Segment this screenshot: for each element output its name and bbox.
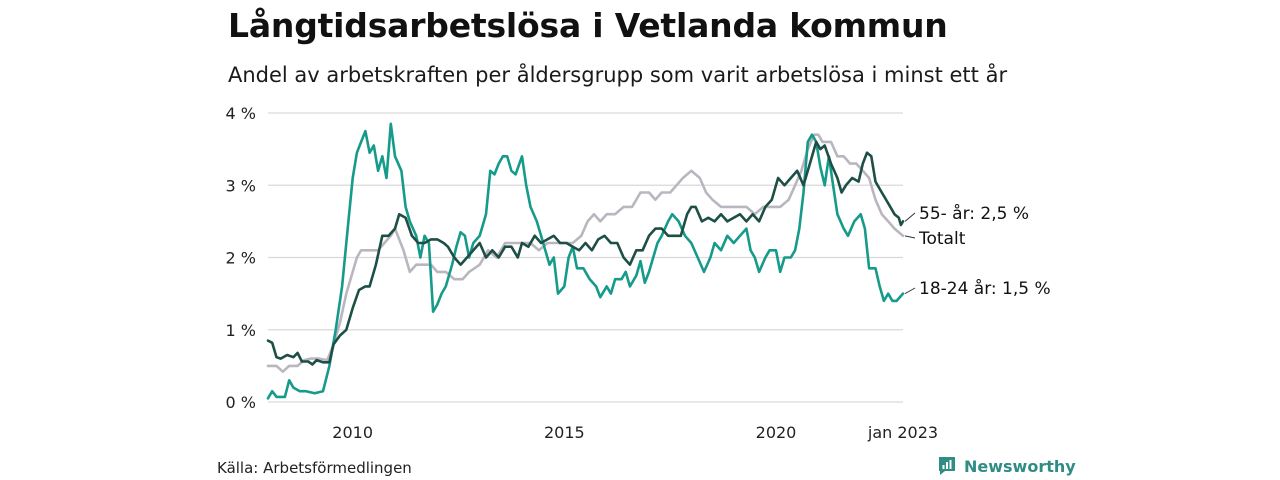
x-tick-label: 2020	[756, 423, 797, 442]
x-tick-label: 2015	[544, 423, 585, 442]
y-tick-label: 2 %	[226, 249, 256, 268]
brand-logo[interactable]: Newsworthy	[937, 456, 1076, 476]
y-tick-label: 3 %	[226, 176, 256, 195]
y-tick-label: 4 %	[226, 104, 256, 123]
label-leader-line	[904, 235, 916, 239]
label-leader-line	[904, 287, 916, 295]
series-line-1	[266, 122, 905, 400]
series-labels: Totalt 18-24 år: 1,5 % 55- år: 2,5 %	[904, 203, 1051, 299]
source-note: Källa: Arbetsförmedlingen	[217, 459, 412, 477]
x-tick-label: jan 2023	[867, 423, 938, 442]
chart-subtitle: Andel av arbetskraften per åldersgrupp s…	[228, 63, 1008, 87]
series-end-label: Totalt	[918, 229, 966, 249]
series-end-label: 18-24 år: 1,5 %	[919, 278, 1051, 299]
series-end-label: 55- år: 2,5 %	[919, 203, 1029, 224]
x-axis: 2010 2015 2020 jan 2023	[332, 423, 938, 442]
series-line-0	[266, 133, 905, 373]
x-tick-label: 2010	[332, 423, 373, 442]
gridlines	[268, 112, 903, 403]
label-leader-line	[904, 212, 916, 222]
chart-title: Långtidsarbetslösa i Vetlanda kommun	[228, 6, 948, 45]
series-lines	[266, 122, 905, 400]
series-line-2	[266, 140, 905, 366]
brand-name: Newsworthy	[964, 456, 1076, 476]
y-tick-label: 0 %	[226, 393, 256, 412]
newsworthy-logo-icon	[939, 457, 955, 475]
y-axis: 0 % 1 % 2 % 3 % 4 %	[226, 104, 256, 412]
y-tick-label: 1 %	[226, 321, 256, 340]
